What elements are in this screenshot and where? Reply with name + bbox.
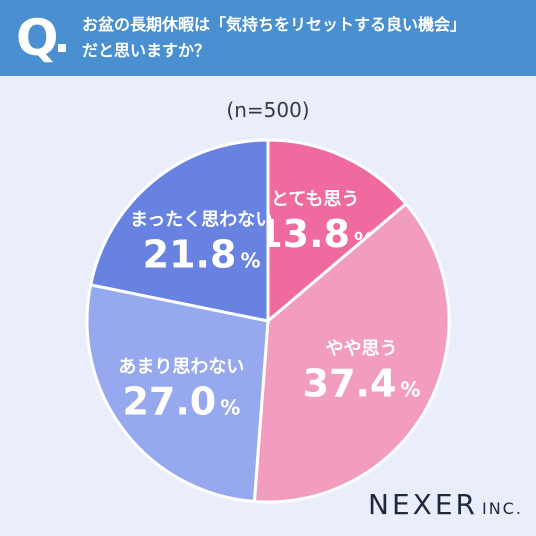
question-header: Q お盆の長期休暇は「気持ちをリセットする良い機会」 だと思いますか？ <box>0 0 536 76</box>
pie-slice-not-at-all <box>88 138 270 323</box>
pie-slice-somewhat <box>252 201 451 504</box>
sample-size: (n=500) <box>226 98 310 122</box>
question-line-1: お盆の長期休暇は「気持ちをリセットする良い機会」 <box>82 15 467 34</box>
pie-slice-very <box>266 138 409 325</box>
slice-value-somewhat: 37.4% <box>303 362 421 406</box>
slice-label-not-at-all: まったく思わない <box>130 210 273 231</box>
pie-slice-not-much <box>85 283 270 504</box>
slice-label-very: とても思う <box>271 189 360 210</box>
slice-value-not-at-all: 21.8% <box>143 233 261 277</box>
question-line-2: だと思いますか？ <box>82 41 211 60</box>
nexer-logo: NEXER INC. <box>368 488 523 521</box>
question-text: お盆の長期休暇は「気持ちをリセットする良い機会」 だと思いますか？ <box>82 12 522 64</box>
logo-suffix: INC. <box>481 499 523 518</box>
slice-label-not-much: あまり思わない <box>118 356 244 377</box>
logo-name: NEXER <box>368 488 478 521</box>
q-dot <box>58 44 66 52</box>
q-letter: Q <box>16 9 59 67</box>
slice-label-somewhat: やや思う <box>326 339 398 360</box>
slice-value-not-much: 27.0% <box>122 379 240 423</box>
